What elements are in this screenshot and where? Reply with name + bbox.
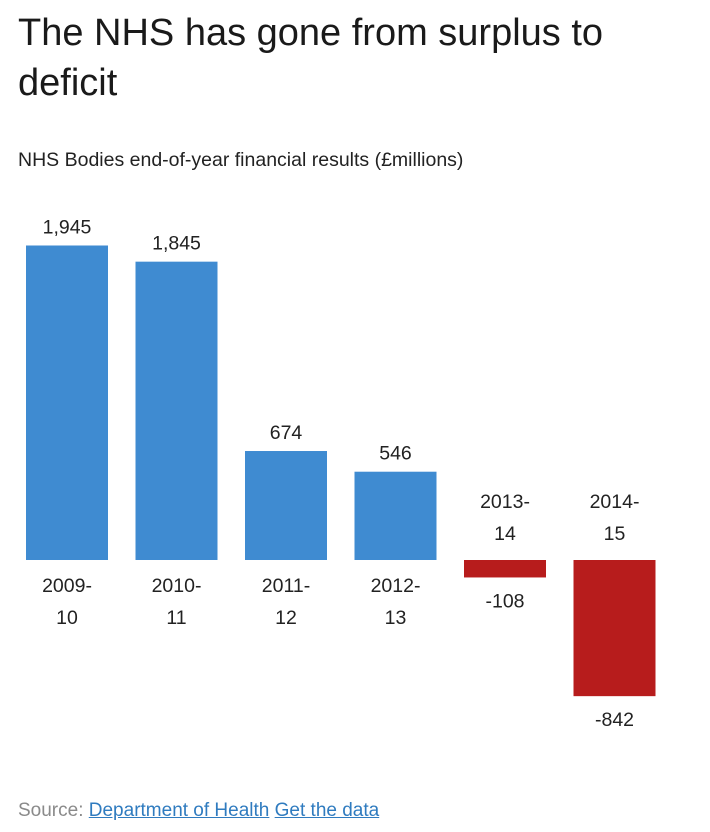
bar-2012-13 xyxy=(354,471,437,560)
category-label: 2009- xyxy=(42,575,92,597)
category-label: 13 xyxy=(385,607,407,629)
category-label: 2014- xyxy=(590,491,640,513)
category-label: 2010- xyxy=(152,575,202,597)
category-label: 15 xyxy=(604,523,626,545)
chart-subtitle: NHS Bodies end-of-year financial results… xyxy=(18,149,464,171)
bar-2011-12 xyxy=(245,451,327,560)
data-label: -842 xyxy=(595,709,634,731)
data-label: 1,945 xyxy=(43,216,92,238)
category-label: 10 xyxy=(56,607,78,629)
bar-2014-15 xyxy=(573,560,656,697)
data-label: -108 xyxy=(485,590,524,612)
category-label: 11 xyxy=(166,607,186,629)
bar-2009-10 xyxy=(26,245,108,560)
chart-title: The NHS has gone from surplus to deficit xyxy=(18,12,604,104)
source-prefix: Source: xyxy=(18,800,84,821)
category-label: 2012- xyxy=(371,575,421,597)
source-line: Source: Department of Health Get the dat… xyxy=(18,797,379,825)
data-label: 674 xyxy=(270,422,303,444)
data-label: 546 xyxy=(379,443,412,465)
bar-2013-14 xyxy=(464,560,546,578)
category-label: 14 xyxy=(494,523,516,545)
category-label: 2013- xyxy=(480,491,530,513)
category-label: 2011- xyxy=(262,575,310,597)
data-label: 1,845 xyxy=(152,233,201,255)
bar-2010-11 xyxy=(135,261,218,560)
category-label: 12 xyxy=(275,607,297,629)
get-the-data-link[interactable]: Get the data xyxy=(274,800,380,821)
department-of-health-link[interactable]: Department of Health xyxy=(88,800,270,821)
